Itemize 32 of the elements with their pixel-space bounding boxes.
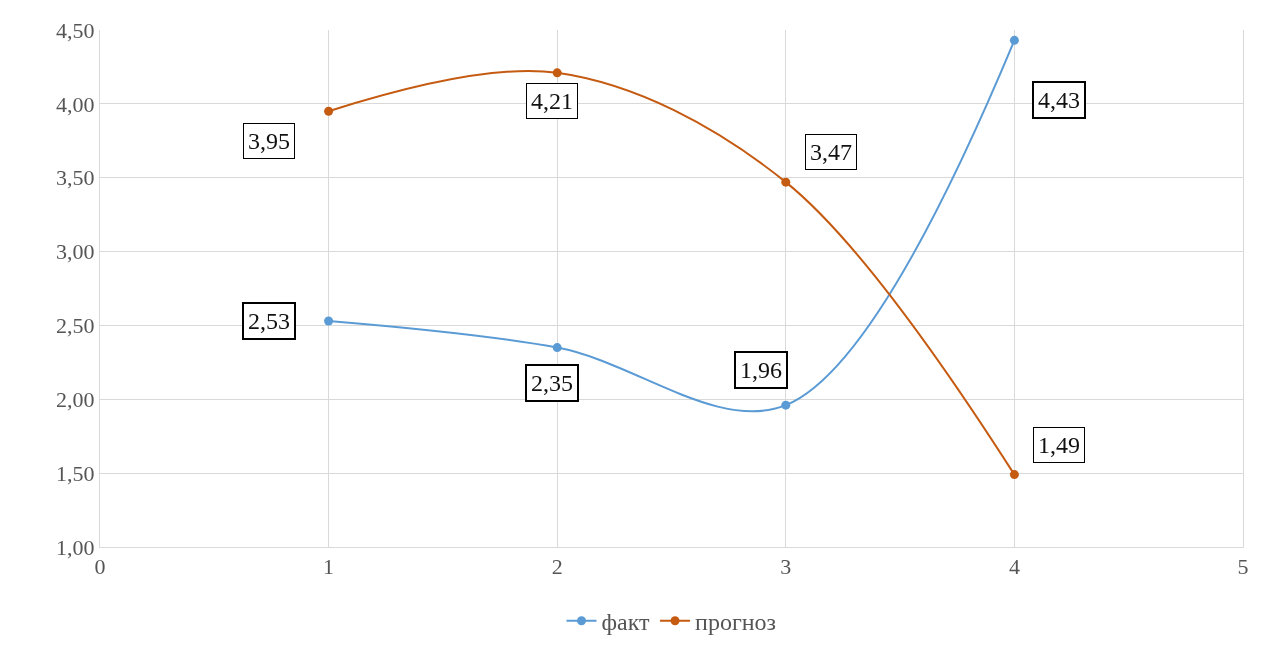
x-tick-label: 4 bbox=[1008, 554, 1020, 580]
point bbox=[1009, 470, 1019, 480]
y-tick-label: 2,50 bbox=[56, 313, 95, 339]
point bbox=[552, 68, 562, 78]
x-tick-label: 0 bbox=[94, 554, 106, 580]
y-tick-label: 1,50 bbox=[56, 460, 95, 486]
y-tick-label: 2,00 bbox=[56, 386, 95, 412]
point bbox=[552, 343, 562, 353]
x-tick-label: 5 bbox=[1237, 554, 1249, 580]
y-tick-label: 3,50 bbox=[56, 165, 95, 191]
x-tick-label: 1 bbox=[323, 554, 335, 580]
point bbox=[781, 177, 791, 187]
data-label: 3,47 bbox=[810, 139, 852, 165]
point bbox=[781, 400, 791, 410]
y-tick-label: 4,50 bbox=[56, 17, 95, 43]
x-tick-label: 3 bbox=[780, 554, 792, 580]
data-label: 2,35 bbox=[531, 370, 573, 396]
data-label: 1,96 bbox=[740, 357, 782, 383]
data-label: 2,53 bbox=[248, 308, 290, 334]
point bbox=[324, 106, 334, 116]
point bbox=[324, 316, 334, 326]
y-tick-label: 1,00 bbox=[56, 534, 95, 560]
data-label: 4,43 bbox=[1038, 87, 1080, 113]
data-label: 3,95 bbox=[248, 128, 290, 154]
legend-label: факт bbox=[601, 609, 651, 636]
legend-label: прогноз bbox=[695, 609, 777, 636]
y-tick-label: 3,00 bbox=[56, 239, 95, 265]
y-tick-label: 4,00 bbox=[56, 91, 95, 117]
x-tick-label: 2 bbox=[551, 554, 563, 580]
point bbox=[1009, 35, 1019, 45]
data-label: 1,49 bbox=[1038, 432, 1080, 458]
data-label: 4,21 bbox=[531, 88, 573, 114]
